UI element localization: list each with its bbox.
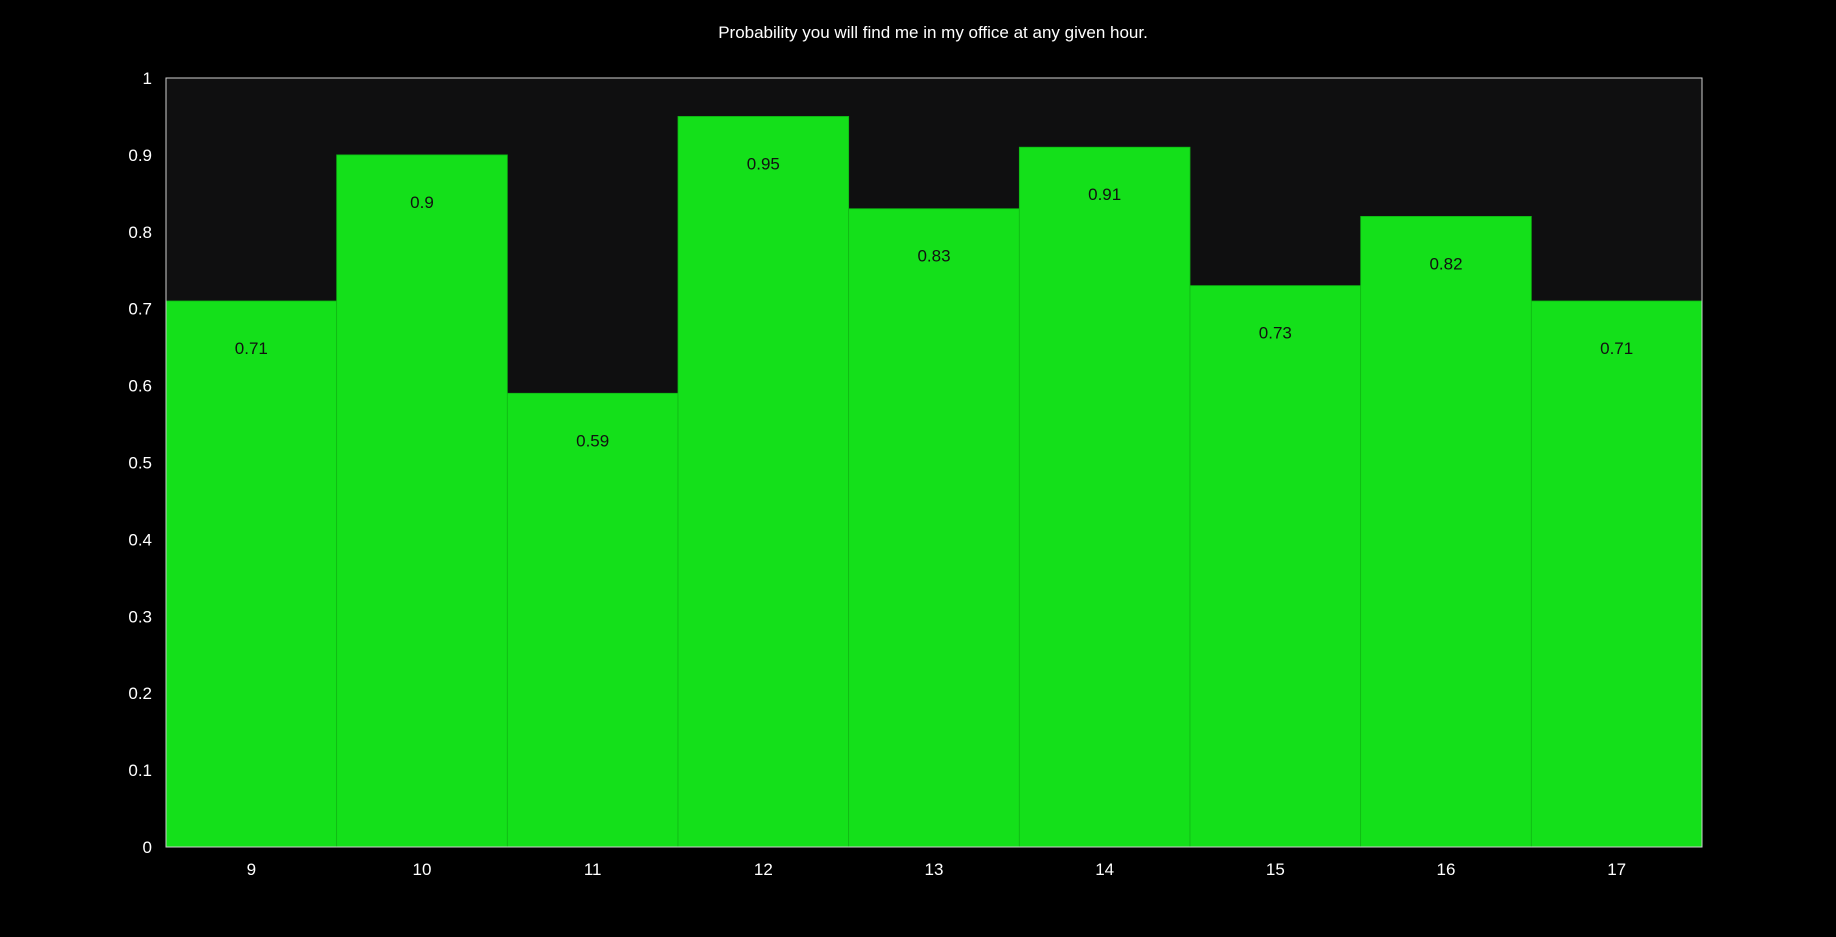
data-label: 0.73 — [1259, 324, 1292, 343]
chart-title: Probability you will find me in my offic… — [718, 23, 1148, 42]
data-label: 0.83 — [917, 247, 950, 266]
x-tick-label: 16 — [1437, 860, 1456, 879]
bars-group — [165, 116, 1703, 848]
bar-12 — [677, 116, 850, 848]
x-tick-label: 11 — [584, 860, 602, 879]
data-label: 0.71 — [235, 339, 268, 358]
y-tick-label: 0 — [143, 838, 152, 857]
data-label: 0.82 — [1429, 254, 1462, 273]
bar-13 — [848, 208, 1020, 848]
bar-17 — [1530, 300, 1703, 848]
x-tick-label: 14 — [1095, 860, 1114, 879]
y-tick-label: 0.3 — [128, 607, 152, 626]
bar-9 — [165, 300, 338, 848]
y-tick-label: 0.1 — [128, 761, 152, 780]
x-tick-label: 10 — [413, 860, 432, 879]
bar-11 — [506, 392, 679, 848]
y-tick-label: 0.8 — [128, 223, 152, 242]
bar-15 — [1189, 285, 1362, 848]
x-tick-label: 13 — [925, 860, 944, 879]
bar-16 — [1360, 216, 1532, 848]
data-labels-group: 0.71 0.9 0.59 0.95 0.83 0.91 0.73 0.82 0.71 — [235, 154, 1633, 450]
x-tick-label: 17 — [1607, 860, 1626, 879]
y-tick-label: 0.2 — [128, 684, 152, 703]
data-label: 0.95 — [747, 154, 780, 173]
plot-frame — [165, 77, 1703, 848]
x-axis: 9 10 11 12 13 14 15 16 17 — [247, 860, 1627, 879]
x-tick-label: 12 — [754, 860, 773, 879]
y-tick-label: 0.4 — [128, 530, 152, 549]
x-tick-label: 9 — [247, 860, 256, 879]
data-label: 0.59 — [576, 431, 609, 450]
y-tick-label: 0.5 — [128, 454, 152, 473]
data-label: 0.71 — [1600, 339, 1633, 358]
y-axis: 0 0.1 0.2 0.3 0.4 0.5 0.6 0.7 0.8 0.9 1 — [128, 69, 152, 857]
y-tick-label: 0.9 — [128, 146, 152, 165]
y-tick-label: 1 — [143, 69, 152, 88]
y-tick-label: 0.6 — [128, 377, 152, 396]
bar-14 — [1018, 146, 1191, 848]
bar-10 — [336, 154, 508, 848]
data-label: 0.9 — [410, 193, 434, 212]
y-tick-label: 0.7 — [128, 300, 152, 319]
data-label: 0.91 — [1088, 185, 1121, 204]
x-tick-label: 15 — [1266, 860, 1285, 879]
